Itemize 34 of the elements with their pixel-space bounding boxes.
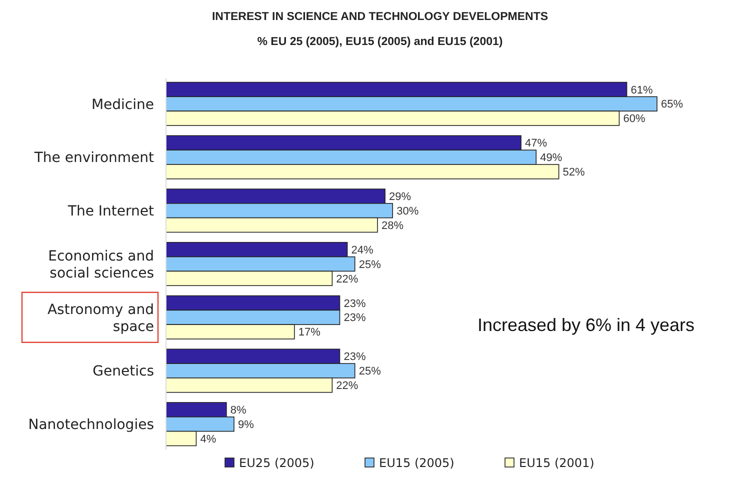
data-label: 61%: [630, 84, 654, 96]
data-label: 60%: [623, 113, 646, 126]
annotation: Increased by 6% in 4 years: [477, 315, 695, 335]
y-tick-label: Astronomy and space: [47, 302, 154, 335]
data-label: 28%: [382, 220, 404, 232]
y-tick-label: The environment: [33, 150, 155, 166]
data-label: 29%: [389, 191, 412, 204]
data-label: 49%: [540, 152, 562, 164]
chart-subtitle: % EU 25 (2005), EU15 (2005) and EU15 (2001): [257, 36, 503, 48]
y-tick-label: Economics and social sciences: [48, 248, 154, 282]
data-label: 22%: [336, 380, 358, 392]
data-label: 25%: [358, 258, 382, 271]
data-label: 4%: [200, 433, 216, 446]
data-label: 17%: [298, 326, 321, 339]
legend-label: EU15 (2005): [379, 456, 454, 470]
data-label: 9%: [238, 418, 254, 431]
data-label: 24%: [351, 244, 374, 256]
data-label: 47%: [525, 138, 548, 150]
chart-title: INTEREST IN SCIENCE AND TECHNOLOGY DEVELOPMENTS: [212, 11, 548, 23]
data-label: 23%: [344, 351, 366, 364]
legend-label: EU25 (2005): [239, 456, 314, 470]
y-tick-label: Nanotechnologies: [28, 417, 154, 434]
data-label: 8%: [230, 404, 247, 417]
data-label: 52%: [562, 166, 586, 179]
data-label: 30%: [396, 205, 419, 218]
data-label: 22%: [336, 273, 358, 286]
y-tick-label: Genetics: [92, 364, 154, 380]
data-label: 65%: [661, 98, 684, 111]
data-label: 25%: [358, 366, 382, 378]
data-label: 23%: [344, 298, 366, 310]
y-tick-label: The Internet: [66, 204, 155, 220]
data-label: 23%: [344, 312, 366, 324]
y-tick-label: Medicine: [91, 96, 154, 113]
legend-label: EU15 (2001): [519, 456, 594, 470]
